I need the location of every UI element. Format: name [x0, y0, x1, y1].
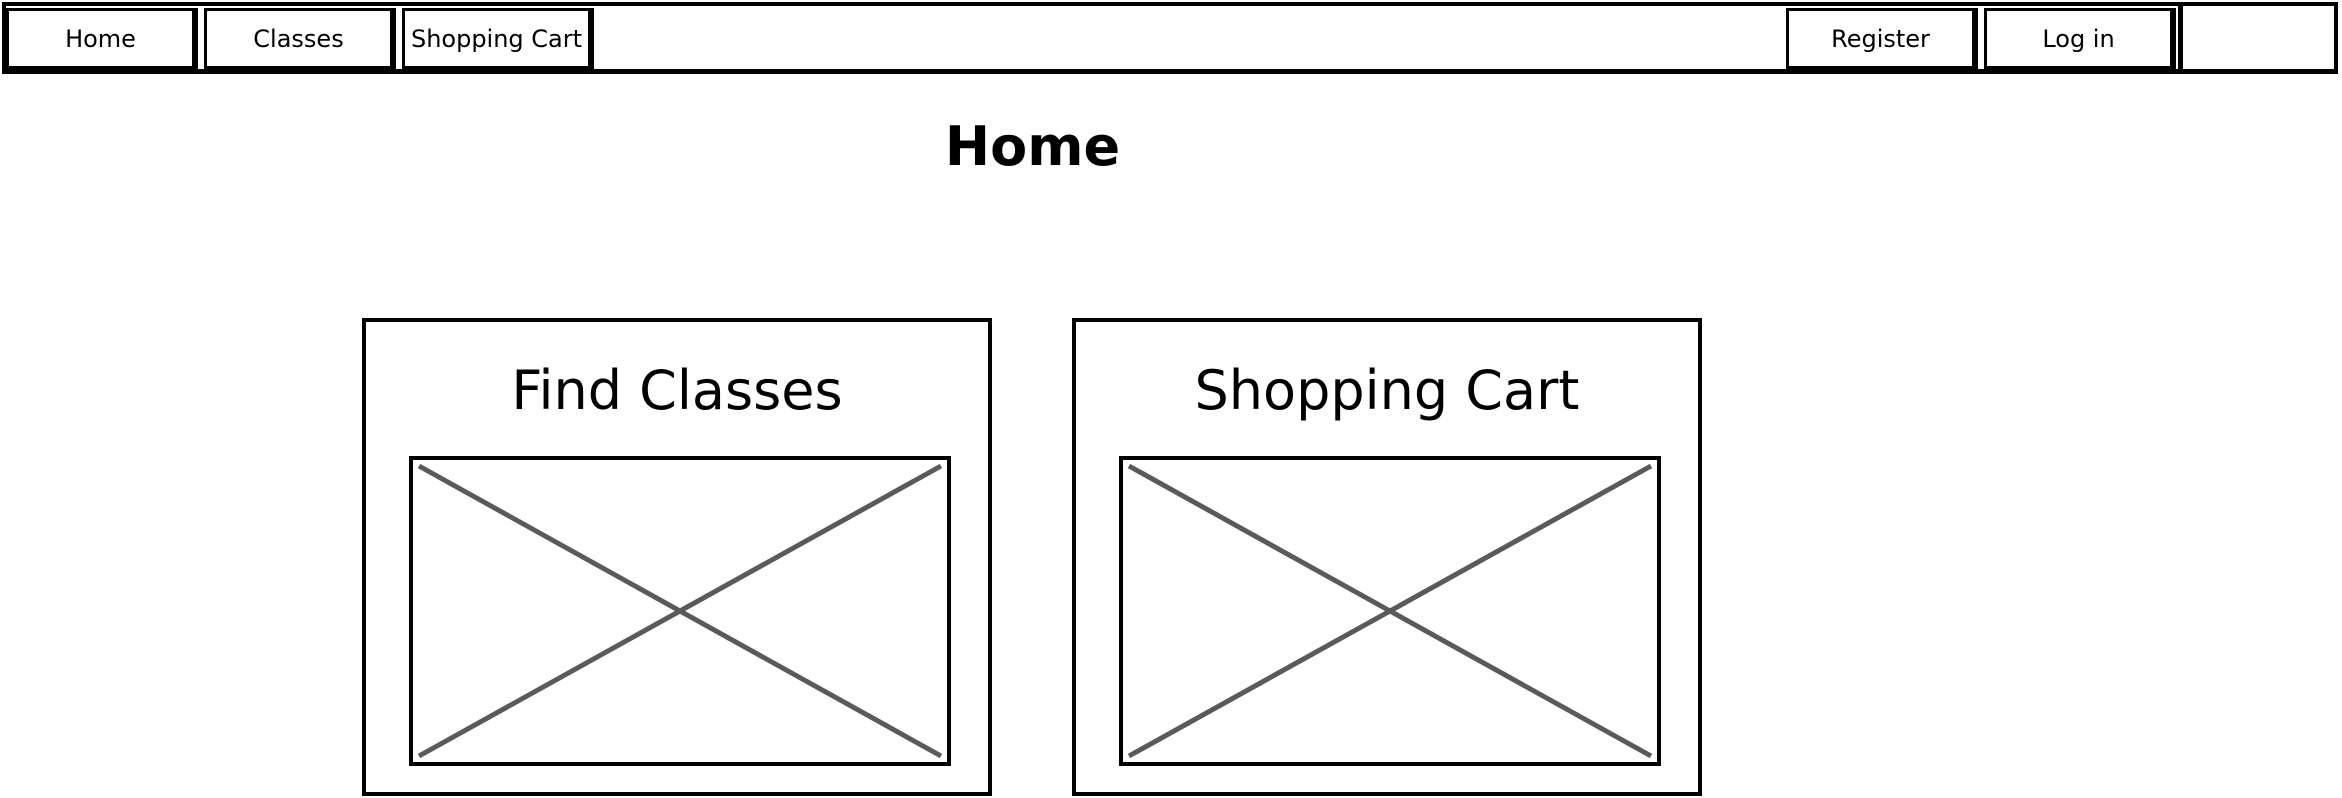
- nav-home-button[interactable]: Home: [6, 8, 198, 72]
- top-navbar: Home Classes Shopping Cart Register Log …: [2, 2, 2338, 74]
- nav-shopping-cart-button[interactable]: Shopping Cart: [402, 8, 594, 72]
- nav-classes-button[interactable]: Classes: [204, 8, 396, 72]
- find-classes-card-title: Find Classes: [511, 359, 843, 422]
- page-title: Home: [944, 115, 1121, 178]
- shopping-cart-image-placeholder: [1119, 456, 1661, 766]
- nav-empty-cell: [2178, 6, 2334, 70]
- nav-register-button[interactable]: Register: [1786, 8, 1978, 72]
- image-placeholder-icon: [1127, 463, 1653, 759]
- find-classes-image-placeholder: [409, 456, 951, 766]
- find-classes-card[interactable]: Find Classes: [362, 318, 992, 796]
- image-placeholder-icon: [417, 463, 943, 759]
- shopping-cart-card-title: Shopping Cart: [1194, 359, 1580, 422]
- shopping-cart-card[interactable]: Shopping Cart: [1072, 318, 1702, 796]
- nav-login-button[interactable]: Log in: [1984, 8, 2176, 72]
